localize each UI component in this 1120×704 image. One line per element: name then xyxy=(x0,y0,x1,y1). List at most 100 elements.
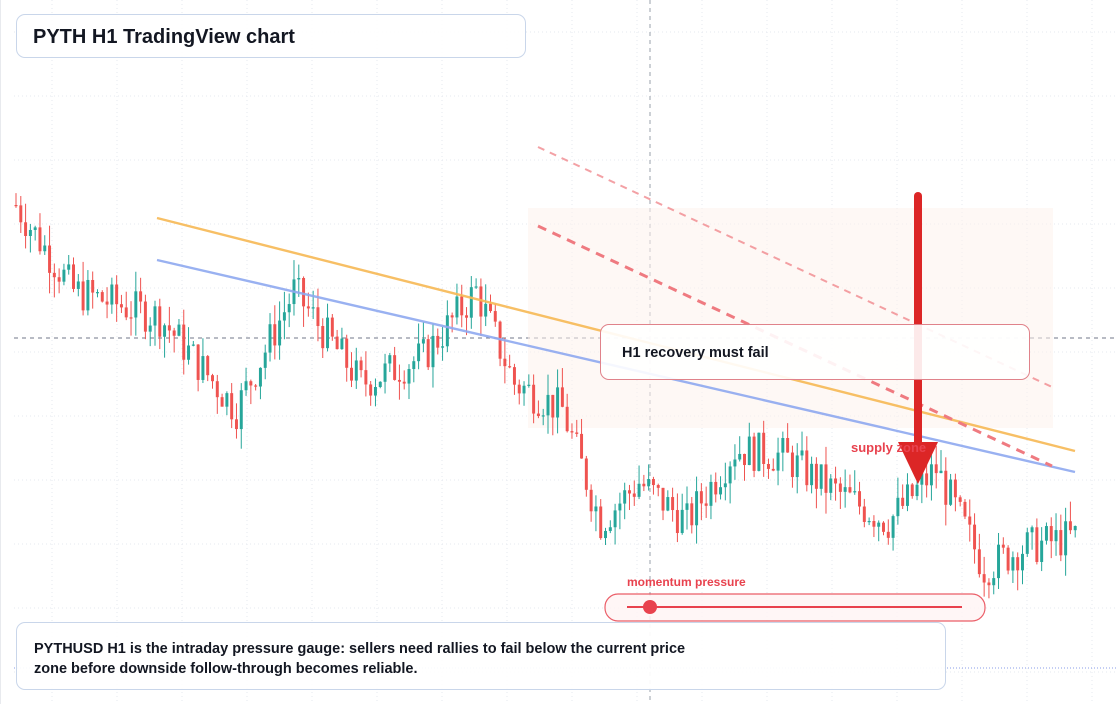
title-panel: PYTH H1 TradingView chart xyxy=(16,14,526,58)
candle-body xyxy=(124,307,128,318)
candle-body xyxy=(220,397,224,407)
note-text: PYTHUSD H1 is the intraday pressure gaug… xyxy=(34,641,686,677)
candle-body xyxy=(316,307,320,327)
candle-body xyxy=(642,483,646,487)
candle-body xyxy=(800,450,804,456)
candle-body xyxy=(1040,540,1044,562)
candle-body xyxy=(1025,532,1029,554)
candle-body xyxy=(786,438,790,453)
candle-body xyxy=(191,344,195,346)
candle-body xyxy=(244,381,248,391)
candle-body xyxy=(632,493,636,497)
candle-body xyxy=(594,506,598,512)
candle-body xyxy=(268,324,272,353)
candle-body xyxy=(699,491,703,504)
candle-body xyxy=(766,463,770,469)
candle-body xyxy=(987,582,991,586)
supply-zone-label: supply zone xyxy=(851,440,927,455)
candle-body xyxy=(321,326,325,349)
candle-body xyxy=(536,413,540,417)
candle-body xyxy=(445,315,449,347)
candle-body xyxy=(110,284,114,305)
candle-body xyxy=(91,279,95,293)
candle-body xyxy=(551,394,555,418)
candlestick-series xyxy=(14,193,1077,599)
candle-body xyxy=(604,530,607,539)
candle-body xyxy=(1049,526,1053,542)
candle-body xyxy=(52,272,56,278)
candle-body xyxy=(215,381,219,398)
candle-body xyxy=(431,335,435,368)
candle-body xyxy=(522,385,526,394)
candle-body xyxy=(177,324,181,336)
candle-body xyxy=(119,304,123,308)
candle-body xyxy=(167,325,171,331)
candle-body xyxy=(675,510,679,534)
candle-body xyxy=(781,438,785,453)
candle-body xyxy=(1021,553,1024,571)
candle-body xyxy=(1030,527,1034,533)
candle-body xyxy=(278,320,282,346)
candle-body xyxy=(503,358,507,367)
candle-body xyxy=(421,339,425,344)
candle-body xyxy=(148,325,152,332)
chart-overlays xyxy=(604,192,986,622)
candle-body xyxy=(364,370,368,385)
candle-body xyxy=(378,381,382,387)
candle-body xyxy=(354,360,358,381)
note-panel: PYTHUSD H1 is the intraday pressure gaug… xyxy=(16,622,946,690)
candle-body xyxy=(589,489,593,512)
callout-panel: H1 recovery must fail xyxy=(600,324,1030,380)
candle-body xyxy=(944,470,948,505)
candle-body xyxy=(939,470,943,474)
candle-body xyxy=(24,222,28,236)
candle-body xyxy=(819,464,823,489)
candle-body xyxy=(340,338,344,350)
candle-body xyxy=(369,384,373,396)
candle-body xyxy=(134,291,138,318)
candle-body xyxy=(910,484,914,497)
candle-body xyxy=(33,227,37,230)
candle-body xyxy=(230,393,234,420)
candle-body xyxy=(690,503,694,526)
candle-body xyxy=(72,264,75,289)
candle-body xyxy=(282,312,286,321)
candle-body xyxy=(795,455,799,478)
candle-body xyxy=(330,317,334,337)
candle-body xyxy=(393,355,397,380)
callout-text: H1 recovery must fail xyxy=(622,345,769,361)
candle-body xyxy=(829,478,833,493)
candle-body xyxy=(733,459,737,467)
candle-body xyxy=(484,303,488,317)
candle-body xyxy=(436,335,440,348)
candle-body xyxy=(929,464,933,486)
candle-body xyxy=(455,296,459,318)
candle-body xyxy=(297,277,301,280)
candle-body xyxy=(306,306,310,309)
candle-body xyxy=(417,343,421,362)
down-arrow-head xyxy=(898,442,938,484)
candle-body xyxy=(723,483,727,488)
candle-body xyxy=(139,291,143,302)
candle-body xyxy=(743,453,746,466)
candle-body xyxy=(81,281,85,311)
candle-body xyxy=(273,324,277,346)
candle-body xyxy=(838,483,842,492)
candle-body xyxy=(76,281,80,289)
candle-body xyxy=(599,506,603,539)
candle-body xyxy=(953,479,957,498)
candle-body xyxy=(762,432,766,464)
candle-body xyxy=(508,366,512,368)
candle-body xyxy=(129,317,133,319)
candle-body xyxy=(997,544,1001,579)
candle-body xyxy=(671,497,675,511)
candle-body xyxy=(311,307,315,309)
candle-body xyxy=(1011,557,1015,571)
candle-body xyxy=(757,432,761,471)
candle-body xyxy=(239,390,243,430)
candle-body xyxy=(570,431,574,433)
momentum-label: momentum pressure xyxy=(627,575,746,589)
candle-body xyxy=(402,381,406,384)
candle-body xyxy=(637,483,641,497)
candle-body xyxy=(1001,544,1005,548)
